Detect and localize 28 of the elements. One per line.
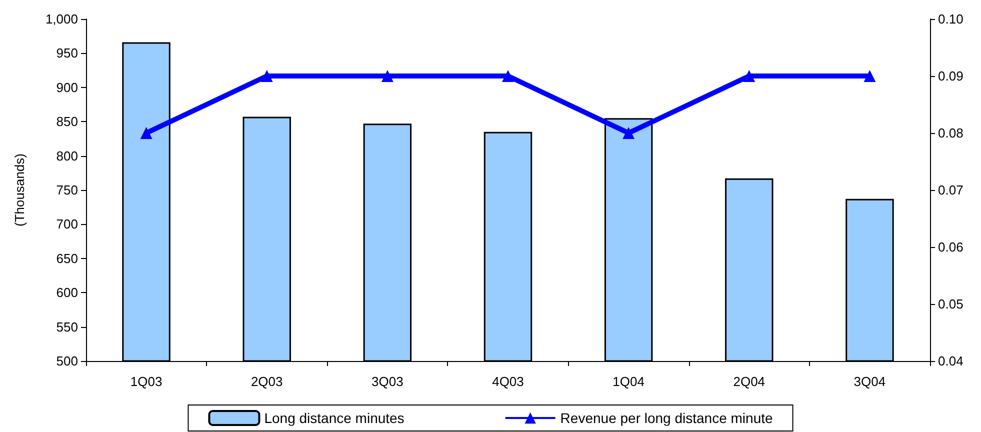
y-tick-label: 900 [56,80,78,95]
x-tick-label: 2Q03 [250,374,283,389]
y-axis-title: (Thousands) [12,154,27,226]
y-tick-label: 1,000 [45,12,78,26]
x-tick-label: 1Q03 [130,374,162,389]
y2-tick-label: 0.04 [938,354,964,368]
y2-tick-label: 0.09 [938,68,964,84]
x-tick-label: 3Q04 [854,374,886,389]
x-tick-label: 1Q04 [612,374,644,389]
y-tick-label: 850 [56,114,78,130]
y-tick-label: 600 [56,285,78,300]
y2-tick-label: 0.10 [938,12,964,26]
y-tick-label: 500 [56,354,78,368]
x-tick-label: 4Q03 [492,374,524,389]
y-tick-label: 650 [56,250,78,266]
y-tick-label: 950 [56,46,78,61]
x-tick-label: 2Q04 [733,374,766,389]
y2-tick-label: 0.05 [938,296,964,312]
y-tick-label: 550 [56,319,78,334]
y-tick-label: 750 [56,182,78,198]
legend-label: Revenue per long distance minute [560,410,773,426]
y2-tick-label: 0.07 [938,182,964,198]
y-tick-label: 800 [56,148,78,164]
y2-tick-label: 0.06 [938,240,964,254]
x-tick-label: 3Q03 [372,374,404,389]
legend-label: Long distance minutes [264,410,404,426]
y2-tick-label: 0.08 [938,126,964,140]
y-tick-label: 700 [56,216,78,232]
